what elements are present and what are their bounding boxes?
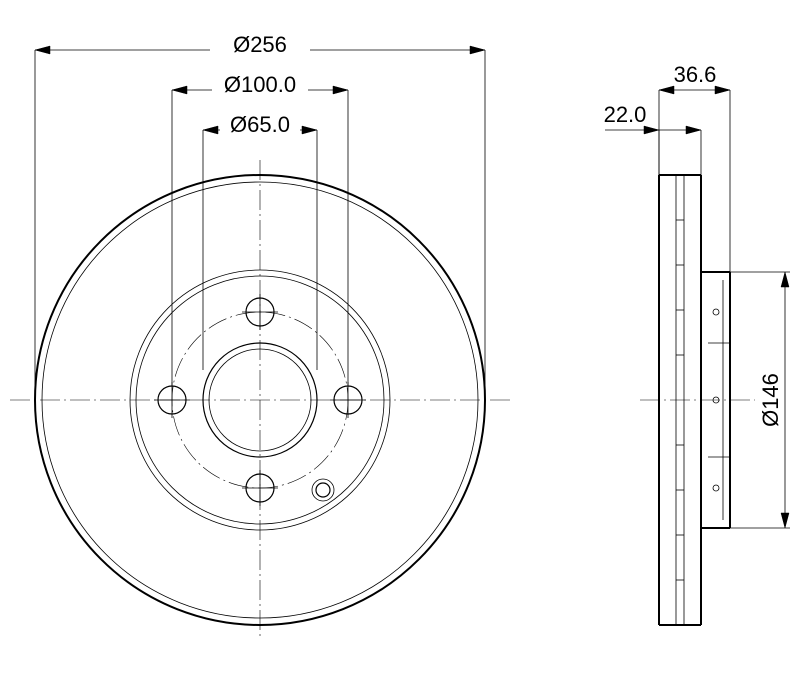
dim-d256-label: Ø256 bbox=[233, 32, 287, 57]
dim-22-0-label: 22.0 bbox=[604, 102, 647, 127]
side-view bbox=[640, 175, 755, 625]
front-view bbox=[10, 160, 510, 640]
dimension-36-6: 36.6 bbox=[659, 62, 730, 272]
dimension-d65: Ø65.0 bbox=[203, 112, 317, 370]
dim-36-6-label: 36.6 bbox=[674, 62, 717, 87]
dim-d65-label: Ø65.0 bbox=[230, 112, 290, 137]
dimension-22-0: 22.0 bbox=[604, 102, 701, 175]
dim-d100-label: Ø100.0 bbox=[224, 72, 296, 97]
dim-d146-label: Ø146 bbox=[758, 373, 783, 427]
